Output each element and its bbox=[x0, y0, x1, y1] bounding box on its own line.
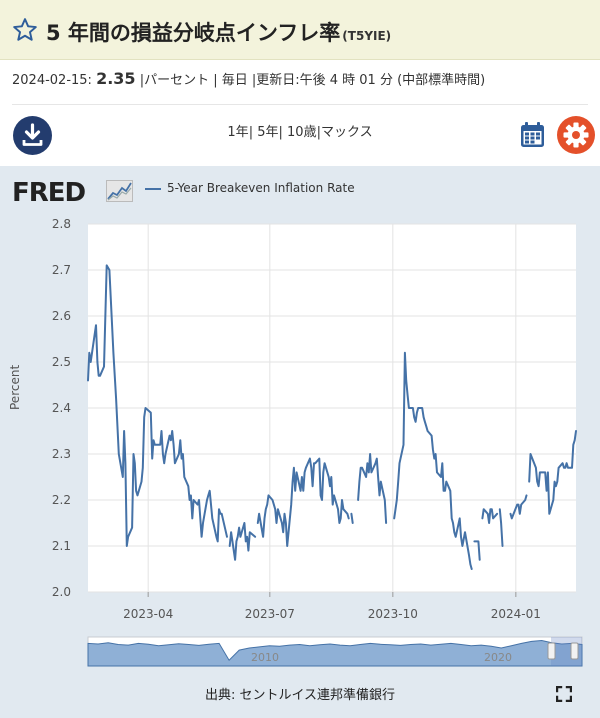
series-line[interactable] bbox=[393, 351, 473, 570]
y-tick-label: 2.8 bbox=[52, 217, 71, 231]
legend-label: 5-Year Breakeven Inflation Rate bbox=[167, 181, 355, 195]
y-tick-label: 2.1 bbox=[52, 539, 71, 553]
navigator-handle-right[interactable] bbox=[570, 642, 579, 660]
range-10y[interactable]: 10歳 bbox=[287, 125, 317, 140]
calendar-icon[interactable] bbox=[520, 121, 545, 148]
y-tick-label: 2.5 bbox=[52, 355, 71, 369]
observation-value: 2.35 bbox=[96, 69, 136, 88]
series-line[interactable] bbox=[256, 457, 350, 547]
fred-chart-icon bbox=[106, 180, 133, 202]
source-credit: 出典: セントルイス連邦準備銀行 bbox=[204, 688, 396, 703]
y-tick-label: 2.4 bbox=[52, 401, 71, 415]
series-title: 5 年間の損益分岐点インフレ率 bbox=[46, 21, 341, 45]
range-separator: | bbox=[248, 125, 254, 140]
range-separator: | bbox=[278, 125, 283, 140]
series-line[interactable] bbox=[481, 508, 499, 524]
navigator-handle-left[interactable] bbox=[547, 642, 556, 660]
x-tick-label: 2024-01 bbox=[491, 607, 541, 621]
y-tick-label: 2.3 bbox=[52, 447, 71, 461]
download-icon bbox=[22, 123, 43, 146]
navigator-tick-label: 2010 bbox=[251, 651, 279, 664]
observation-info: 2024-02-15: 2.35 |パーセント | 毎日 |更新日:午後 4 時… bbox=[12, 69, 590, 88]
y-tick-label: 2.2 bbox=[52, 493, 71, 507]
series-line[interactable] bbox=[473, 540, 481, 561]
navigator-tick-label: 2020 bbox=[484, 651, 512, 664]
range-1y[interactable]: 1年 bbox=[227, 125, 249, 140]
range-max[interactable]: マックス bbox=[320, 125, 373, 140]
series-line[interactable] bbox=[228, 522, 257, 561]
settings-button[interactable] bbox=[557, 116, 595, 154]
divider bbox=[12, 104, 588, 105]
fullscreen-icon[interactable] bbox=[556, 686, 572, 702]
series-line[interactable] bbox=[528, 430, 577, 515]
observation-date: 2024-02-15: bbox=[12, 73, 92, 88]
chart-legend: 5-Year Breakeven Inflation Rate bbox=[145, 181, 355, 195]
range-selector: 1年| 5年| 10歳|マックス bbox=[0, 121, 600, 140]
series-line[interactable] bbox=[498, 508, 504, 547]
page-title: 5 年間の損益分岐点インフレ率 (T5YIE) bbox=[46, 17, 391, 47]
series-line[interactable] bbox=[509, 494, 528, 520]
download-button[interactable] bbox=[13, 116, 52, 155]
series-line[interactable] bbox=[350, 512, 354, 524]
title-bar: 5 年間の損益分岐点インフレ率 (T5YIE) bbox=[0, 0, 600, 60]
series-line[interactable] bbox=[357, 453, 388, 524]
y-tick-label: 2.6 bbox=[52, 309, 71, 323]
y-tick-label: 2.7 bbox=[52, 263, 71, 277]
legend-swatch bbox=[145, 187, 161, 190]
x-tick-label: 2023-04 bbox=[123, 607, 173, 621]
x-tick-label: 2023-10 bbox=[368, 607, 418, 621]
y-tick-label: 2.0 bbox=[52, 585, 71, 599]
observation-meta: |パーセント | 毎日 |更新日:午後 4 時 01 分 (中部標準時間) bbox=[139, 73, 486, 88]
series-code: (T5YIE) bbox=[342, 29, 392, 43]
range-5y[interactable]: 5年 bbox=[257, 125, 279, 140]
x-tick-label: 2023-07 bbox=[245, 607, 295, 621]
navigator-series bbox=[87, 639, 583, 667]
gear-icon bbox=[563, 122, 589, 148]
range-separator: | bbox=[316, 125, 321, 140]
series-line[interactable] bbox=[87, 264, 228, 547]
fred-logo[interactable]: FRED bbox=[12, 178, 86, 208]
line-chart[interactable]: 2.0 2.1 2.2 2.3 2.4 2.5 2.6 2.7 2.8 2023-04 2023-0… bbox=[0, 200, 600, 680]
star-icon[interactable] bbox=[12, 17, 38, 43]
